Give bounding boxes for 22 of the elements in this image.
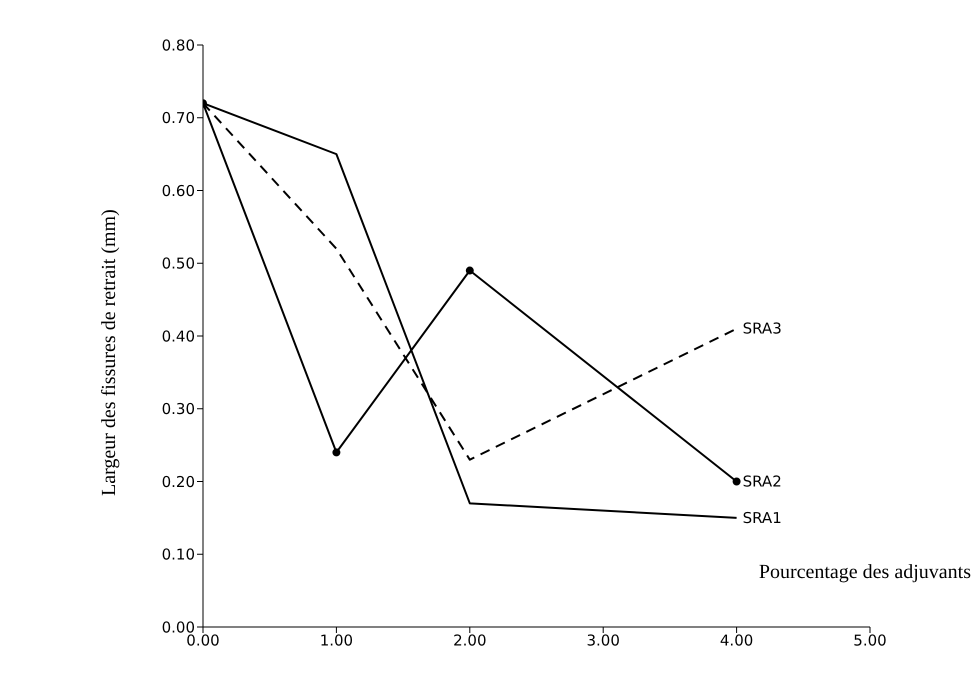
- x-tick-label: 4.00: [720, 632, 754, 650]
- x-tick-label: 5.00: [853, 632, 887, 650]
- point: [466, 266, 474, 275]
- y-tick-label: 0.60: [162, 182, 195, 200]
- point: [732, 478, 741, 486]
- y-tick-label: 0.70: [162, 109, 195, 128]
- x-tick-label: 3.00: [586, 632, 620, 650]
- y-tick-label: 0.40: [162, 327, 195, 346]
- series-label: SRA1: [742, 508, 782, 527]
- x-tick-label: 1.00: [320, 632, 354, 650]
- x-tick-label: 0.00: [186, 632, 220, 650]
- y-tick-label: 0.30: [162, 400, 195, 418]
- y-tick-label: 0.10: [162, 546, 195, 564]
- point: [332, 448, 340, 456]
- series-label: SRA3: [742, 320, 782, 338]
- x-axis-title: Pourcentage des adjuvants: [758, 561, 971, 584]
- y-tick-label: 0.20: [162, 472, 195, 491]
- y-axis-title: Largeur des fissures de retrait (mm): [98, 209, 120, 496]
- series-label: SRA2: [742, 472, 782, 490]
- x-tick-label: 2.00: [453, 632, 487, 650]
- y-tick-label: 0.80: [162, 36, 195, 54]
- y-tick-label: 0.50: [162, 254, 195, 273]
